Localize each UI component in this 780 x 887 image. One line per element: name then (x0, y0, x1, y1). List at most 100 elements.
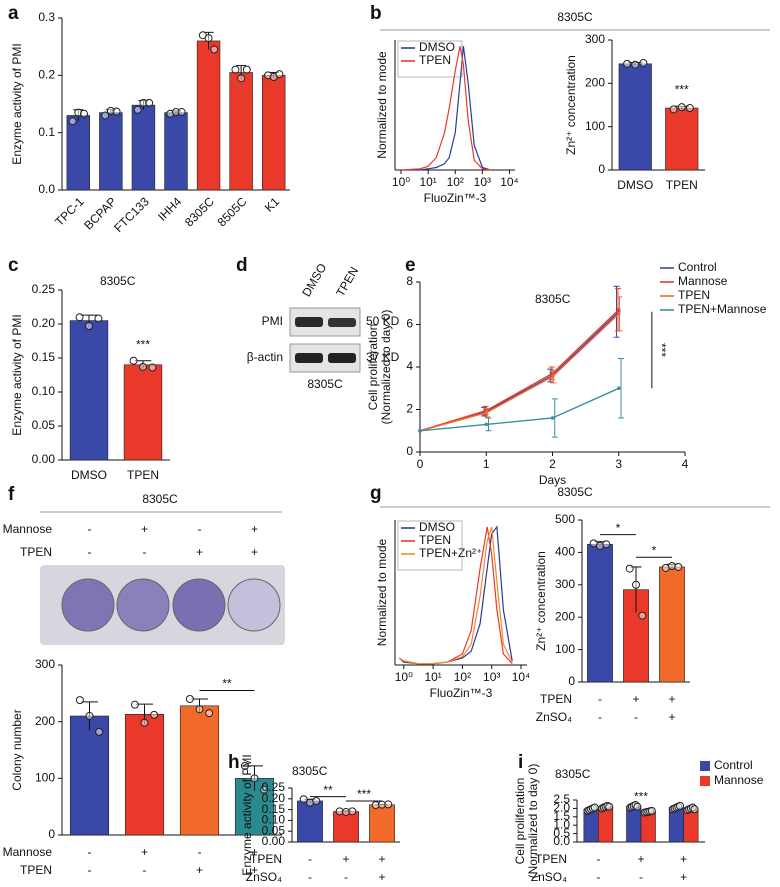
y-axis-label: (Normalized to day 0) (379, 310, 393, 425)
y-axis-label: (Normalized to day 0) (526, 764, 540, 879)
y-axis-label: Normalized to mode (375, 538, 389, 646)
y-tick-label: 0 (568, 674, 575, 688)
x-tick-label: 10¹ (419, 175, 436, 189)
bar (333, 811, 359, 843)
factor-level: - (308, 852, 312, 866)
western-blot: d DMSO TPEN PMI 50 KD β-actin 37 KD 8305… (236, 255, 400, 391)
bar (69, 715, 110, 836)
data-point (94, 314, 103, 323)
bar (124, 713, 165, 836)
y-tick-label: 0.05 (32, 418, 56, 432)
y-tick-label: 0.25 (262, 780, 286, 794)
series-line (419, 313, 620, 432)
factor-name: Mannose (3, 522, 53, 536)
well (227, 578, 281, 632)
y-tick-label: 200 (35, 714, 55, 728)
y-tick-label: 0.00 (32, 452, 56, 466)
y-tick-label: 500 (555, 512, 575, 526)
x-tick-label: K1 (262, 194, 283, 215)
factor-name: Mannose (3, 845, 53, 859)
y-axis-label: Colony number (10, 709, 24, 790)
data-point (550, 416, 555, 420)
data-point (204, 34, 213, 43)
data-point (68, 117, 77, 126)
y-tick-label: 100 (555, 642, 575, 656)
data-point (139, 362, 147, 371)
y-tick-label: 0.20 (32, 316, 56, 330)
blot-band (328, 318, 356, 327)
data-point (550, 374, 555, 379)
factor-level: - (88, 863, 92, 877)
x-tick-label: IHH4 (155, 194, 184, 223)
x-tick-label: 10⁴ (500, 175, 519, 189)
factor-level: - (598, 692, 602, 706)
data-point (484, 422, 489, 427)
y-tick-label: 0 (598, 162, 605, 176)
bar (665, 107, 699, 171)
significance-label: *** (136, 337, 150, 351)
bar (229, 72, 253, 191)
significance-label: * (616, 521, 621, 535)
significance-label: *** (655, 343, 669, 357)
factor-level: + (251, 845, 258, 859)
bar (626, 806, 642, 843)
y-axis-label: Zn²⁺ concentration (564, 55, 578, 155)
factor-level: + (251, 545, 258, 559)
y-axis-label: Cell proliferation (513, 778, 527, 865)
y-tick-label: 1.5 (553, 809, 570, 823)
y-tick-label: 0.3 (38, 10, 55, 24)
legend-swatch (700, 761, 710, 771)
data-point (85, 322, 93, 331)
colony-wells (40, 565, 285, 645)
chart-title: 8305C (535, 292, 571, 306)
data-point (690, 805, 699, 814)
x-tick-label: 8305C (182, 194, 217, 229)
legend-label: Mannose (714, 773, 764, 787)
x-tick-label: 10⁰ (392, 175, 410, 189)
panel-letter: h (228, 752, 240, 773)
bar (164, 112, 188, 191)
panel-letter: i (518, 752, 523, 773)
series-line (401, 46, 491, 171)
factor-level: - (308, 870, 312, 884)
data-point (590, 803, 599, 812)
data-point (231, 65, 240, 74)
bar (99, 112, 123, 191)
chart-title: 8305C (292, 764, 328, 778)
data-point (95, 727, 104, 736)
y-axis-label: Cell proliferation (366, 324, 380, 411)
factor-name: TPEN (250, 852, 282, 866)
factor-level: - (634, 710, 638, 724)
y-tick-label: 2 (406, 402, 413, 416)
data-point (195, 705, 204, 714)
y-tick-label: 0.05 (262, 823, 286, 837)
data-point (605, 802, 614, 811)
header: 8305C (557, 485, 593, 499)
lane-label: TPEN (333, 264, 361, 299)
factor-level: - (88, 845, 92, 859)
data-point (112, 107, 121, 116)
panel-letter: g (370, 483, 382, 504)
factor-name: ZnSO₄ (246, 870, 282, 884)
significance-label: *** (675, 83, 689, 97)
data-point (631, 60, 640, 69)
x-tick-label: 10² (447, 175, 464, 189)
panel-letter: a (8, 3, 19, 24)
data-point (484, 410, 489, 415)
data-point (140, 718, 149, 727)
data-point (625, 564, 634, 573)
row-label: PMI (262, 314, 283, 328)
y-tick-label: 0.2 (38, 68, 55, 82)
y-tick-label: 300 (555, 577, 575, 591)
data-point (150, 710, 159, 719)
y-tick-label: 200 (585, 76, 605, 90)
y-tick-label: 100 (35, 771, 55, 785)
significance-label: ** (222, 677, 232, 691)
data-point (647, 806, 656, 815)
factor-level: + (251, 522, 258, 536)
data-point (616, 386, 621, 391)
factor-level: - (598, 710, 602, 724)
legend-swatch (700, 776, 710, 786)
blot-band (328, 353, 356, 363)
